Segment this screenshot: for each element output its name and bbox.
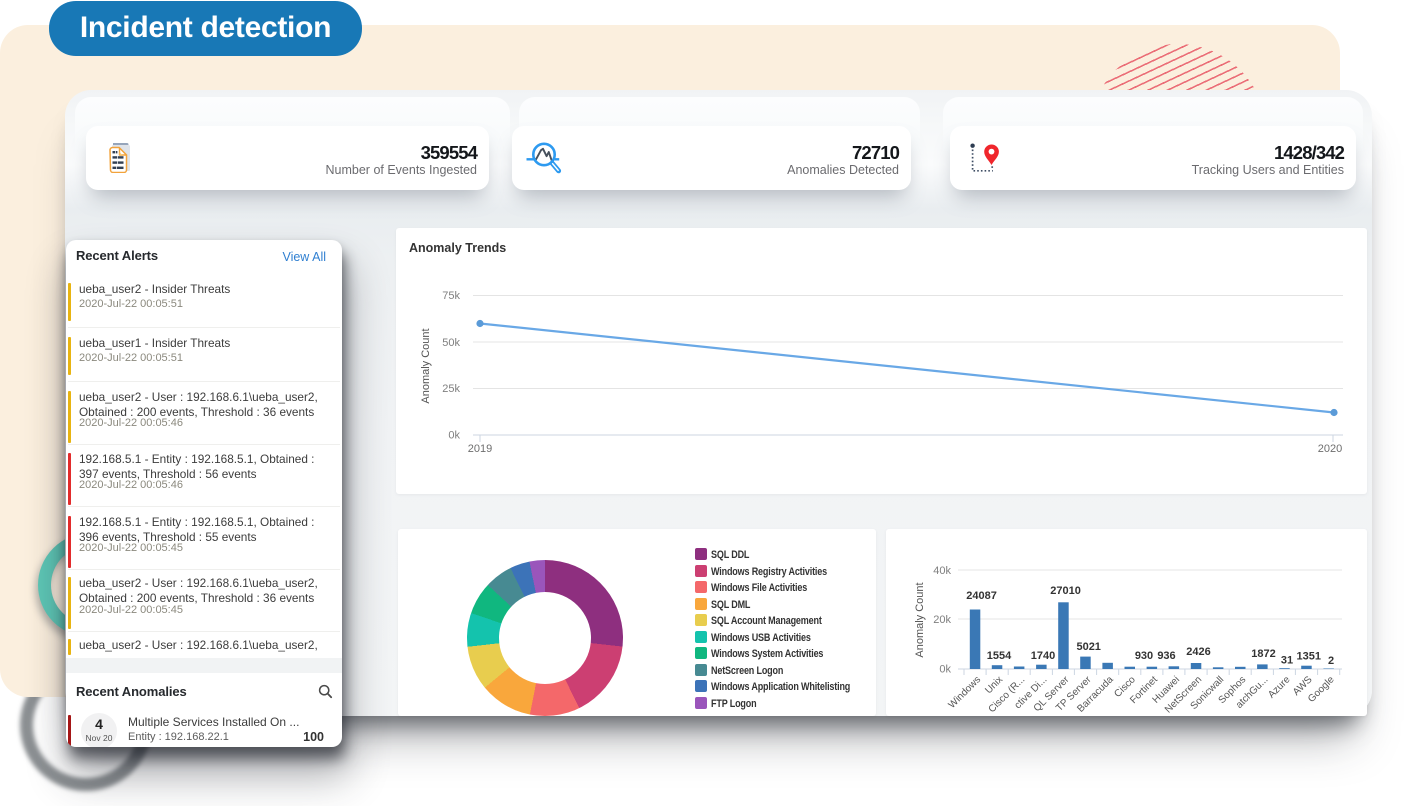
svg-text:Azure: Azure xyxy=(1266,674,1293,701)
svg-text:40k: 40k xyxy=(933,565,951,577)
svg-text:2426: 2426 xyxy=(1186,646,1210,658)
svg-text:1872: 1872 xyxy=(1251,648,1275,660)
svg-text:2020: 2020 xyxy=(1318,443,1342,455)
svg-text:31: 31 xyxy=(1281,655,1293,667)
svg-text:50k: 50k xyxy=(442,337,460,349)
svg-text:20k: 20k xyxy=(933,614,951,626)
svg-text:24087: 24087 xyxy=(966,590,997,602)
svg-text:0k: 0k xyxy=(448,430,460,442)
svg-text:Windows: Windows xyxy=(947,674,983,710)
svg-text:27010: 27010 xyxy=(1050,585,1081,597)
svg-text:1554: 1554 xyxy=(987,650,1012,662)
svg-text:936: 936 xyxy=(1157,650,1175,662)
svg-text:25k: 25k xyxy=(442,383,460,395)
svg-text:Anomaly Trends: Anomaly Trends xyxy=(409,241,506,255)
svg-text:75k: 75k xyxy=(442,290,460,302)
svg-text:2: 2 xyxy=(1328,655,1334,667)
svg-text:1351: 1351 xyxy=(1297,651,1321,663)
svg-text:1740: 1740 xyxy=(1031,650,1055,662)
svg-text:5021: 5021 xyxy=(1076,641,1100,653)
svg-text:Anomaly Count: Anomaly Count xyxy=(420,328,432,403)
svg-text:2019: 2019 xyxy=(468,443,492,455)
svg-text:930: 930 xyxy=(1135,650,1153,662)
svg-text:Anomaly Count: Anomaly Count xyxy=(914,582,926,657)
svg-text:0k: 0k xyxy=(939,664,951,676)
